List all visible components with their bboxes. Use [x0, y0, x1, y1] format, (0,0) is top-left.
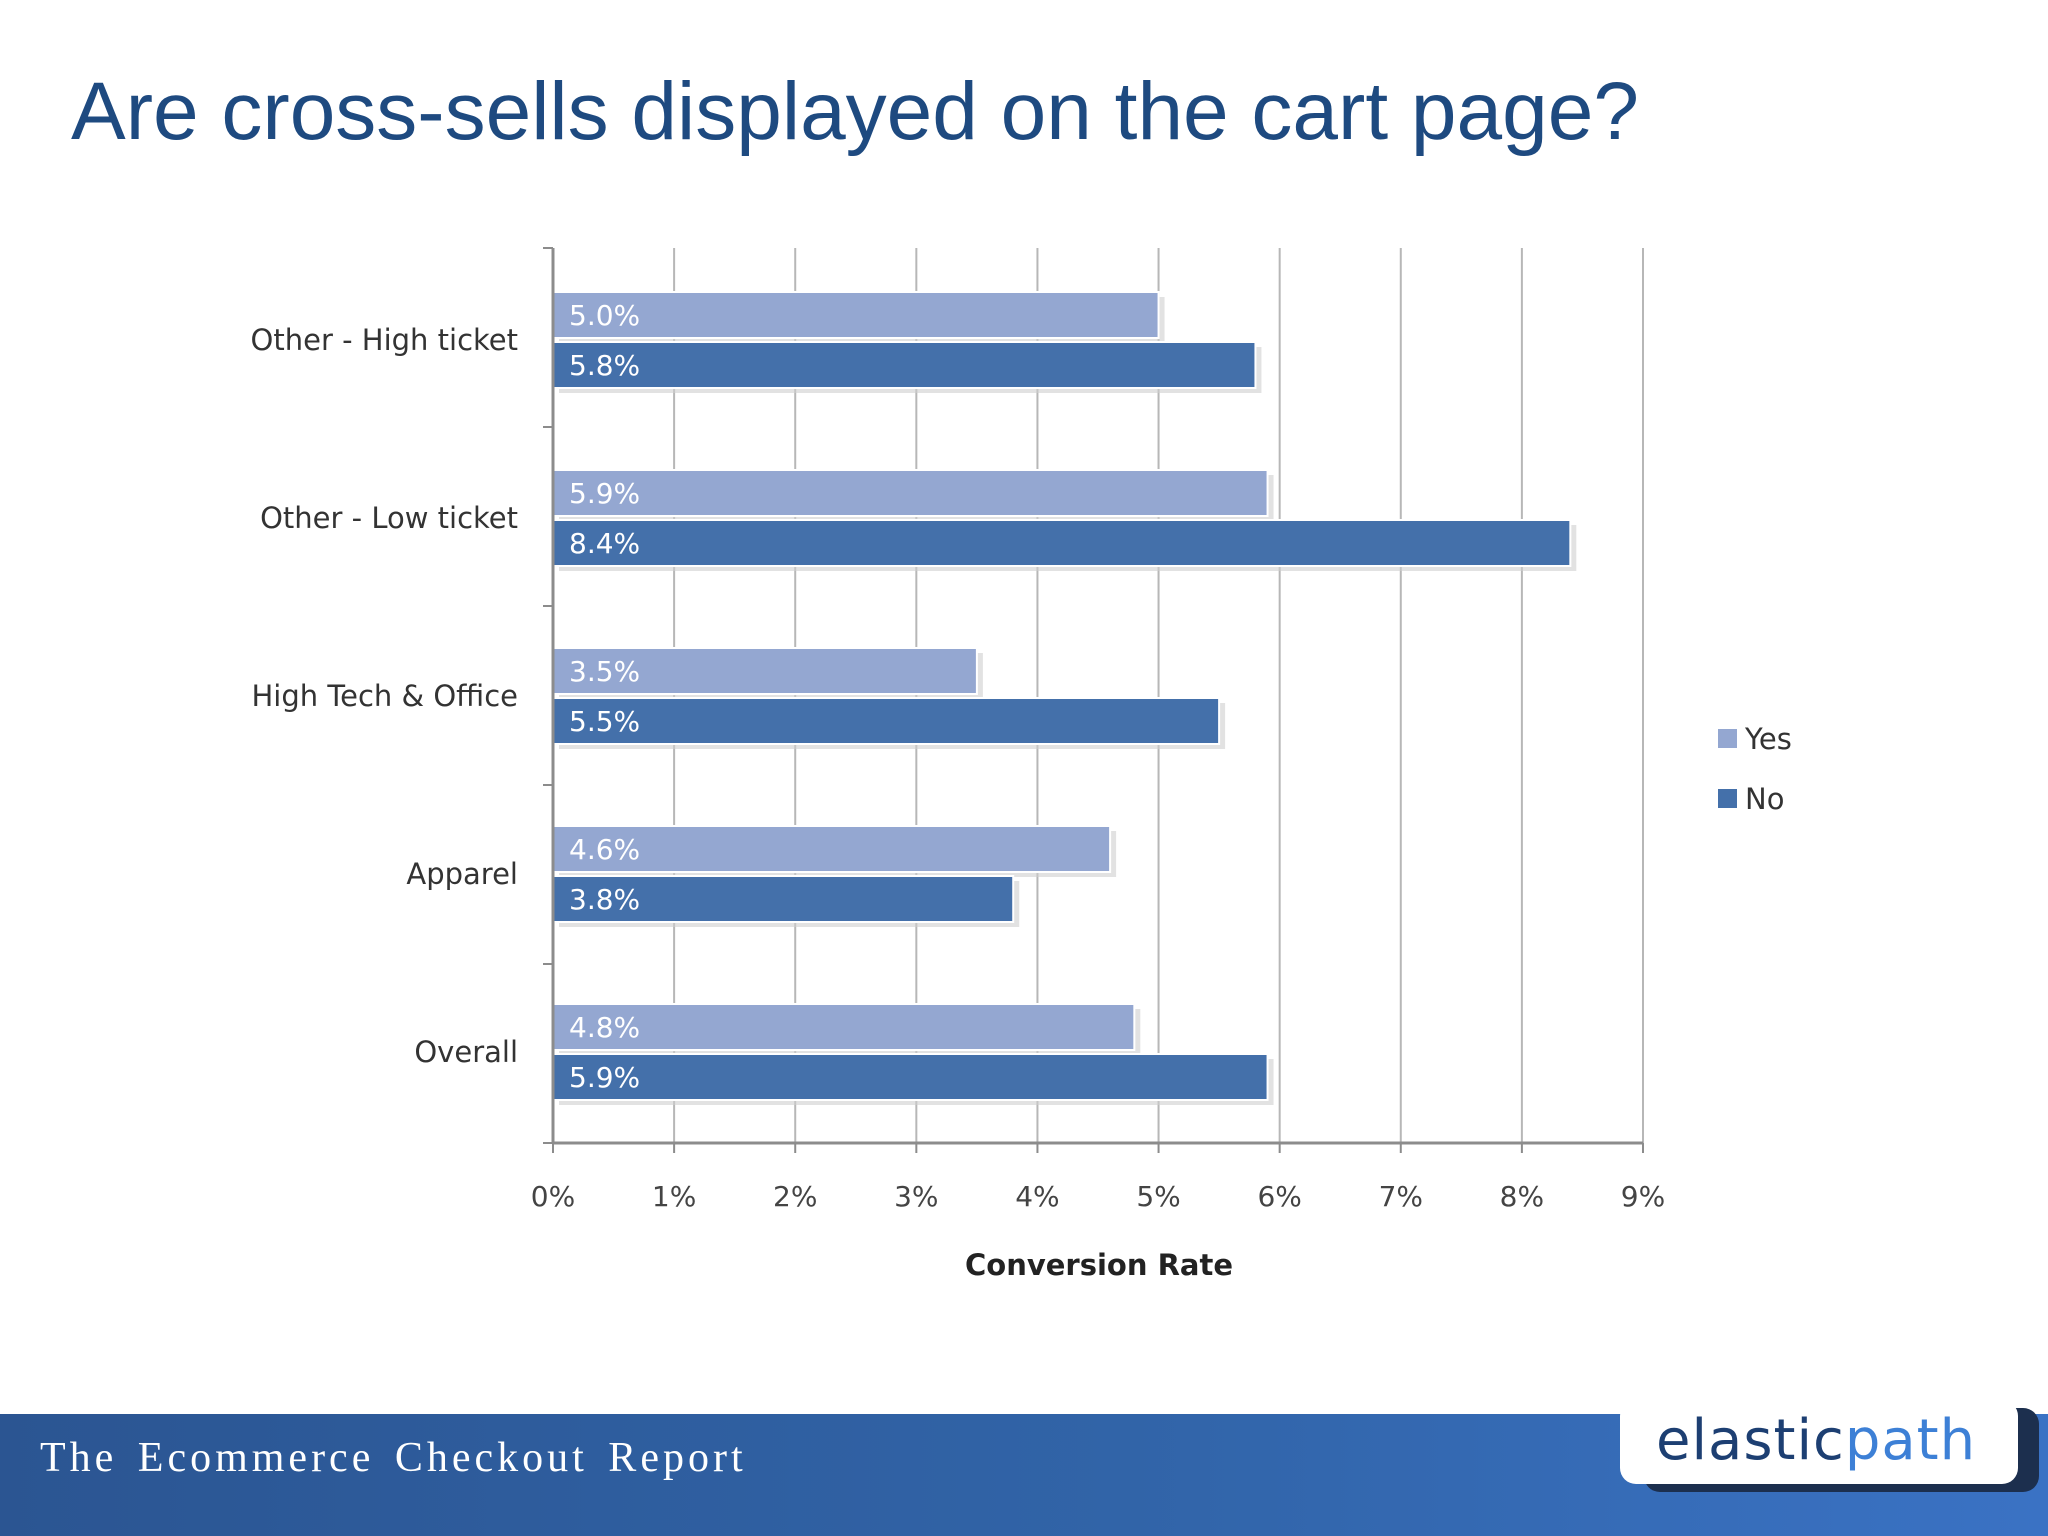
category-label: Other - Low ticket	[260, 501, 518, 535]
x-tick-label: 6%	[1257, 1180, 1301, 1213]
bar-value-label: 5.8%	[569, 349, 640, 382]
x-tick-label: 7%	[1379, 1180, 1423, 1213]
x-tick-label: 0%	[531, 1180, 575, 1213]
legend-label-yes: Yes	[1744, 722, 1792, 756]
x-tick-label: 2%	[773, 1180, 817, 1213]
x-tick-label: 8%	[1500, 1180, 1544, 1213]
legend-swatch-no	[1718, 789, 1737, 808]
legend-swatch-yes	[1718, 729, 1737, 748]
bar-value-label: 4.6%	[569, 833, 640, 866]
x-tick-label: 3%	[894, 1180, 938, 1213]
logo-text-part1: elastic	[1656, 1408, 1845, 1473]
elasticpath-logo	[1620, 1400, 2018, 1484]
bar-yes	[552, 291, 1160, 339]
bar-no	[552, 341, 1257, 389]
category-label: Other - High ticket	[251, 323, 518, 357]
x-axis-title: Conversion Rate	[965, 1248, 1233, 1282]
elasticpath-logo-text: elasticpath	[1656, 1404, 1976, 1478]
slide-title: Are cross-sells displayed on the cart pa…	[71, 66, 1639, 157]
bar-value-label: 4.8%	[569, 1011, 640, 1044]
bar-value-label: 8.4%	[569, 527, 640, 560]
bar-no	[552, 697, 1221, 745]
bar-value-label: 3.8%	[569, 883, 640, 916]
bar-value-label: 5.5%	[569, 705, 640, 738]
logo-text-part2: path	[1844, 1408, 1977, 1473]
bar-yes	[552, 1003, 1136, 1051]
bar-yes	[552, 469, 1269, 517]
bar-value-label: 5.9%	[569, 477, 640, 510]
category-label: Apparel	[406, 857, 518, 891]
bar-value-label: 3.5%	[569, 655, 640, 688]
footer-report-title: The Ecommerce Checkout Report	[40, 1435, 747, 1481]
bar-value-label: 5.0%	[569, 299, 640, 332]
bar-no	[552, 519, 1572, 567]
bar-no	[552, 1053, 1269, 1101]
bar-no	[552, 875, 1015, 923]
bar-yes	[552, 825, 1112, 873]
x-tick-label: 1%	[652, 1180, 696, 1213]
bar-value-label: 5.9%	[569, 1061, 640, 1094]
x-tick-label: 5%	[1136, 1180, 1180, 1213]
legend-label-no: No	[1745, 782, 1784, 816]
category-label: High Tech & Office	[251, 679, 518, 713]
x-tick-label: 9%	[1621, 1180, 1665, 1213]
category-label: Overall	[414, 1035, 518, 1069]
x-tick-label: 4%	[1015, 1180, 1059, 1213]
